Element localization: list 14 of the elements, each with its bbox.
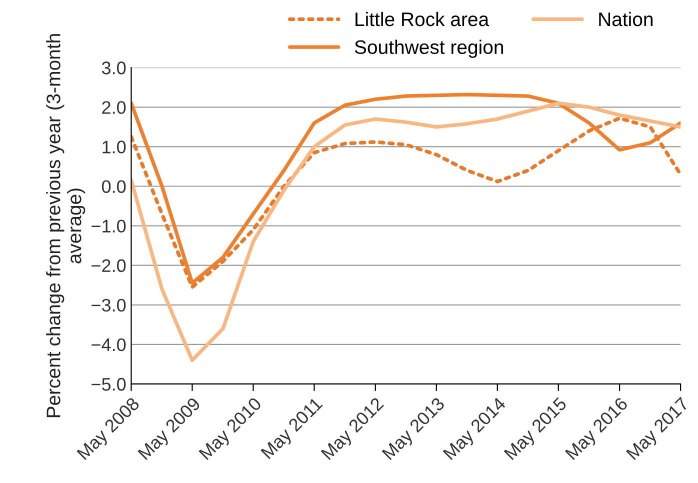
legend-label: Southwest region bbox=[354, 40, 503, 58]
y-tick-label: 2.0 bbox=[102, 101, 126, 114]
y-tick-label: −1.0 bbox=[92, 220, 126, 233]
y-tick-label: 0.0 bbox=[102, 180, 126, 193]
legend-label: Little Rock area bbox=[356, 12, 490, 26]
legend-label: Nation bbox=[599, 12, 653, 26]
y-tick-label: 3.0 bbox=[102, 62, 126, 74]
y-tick-label: −5.0 bbox=[92, 378, 126, 391]
y-axis-title: Percent change from previous year (3-month average) bbox=[46, 34, 86, 418]
y-tick-label: −3.0 bbox=[92, 298, 126, 312]
y-tick-label: 1.0 bbox=[102, 140, 126, 154]
y-tick-label: −2.0 bbox=[92, 259, 126, 272]
y-tick-label: −4.0 bbox=[92, 338, 126, 352]
line-series bbox=[131, 101, 681, 362]
